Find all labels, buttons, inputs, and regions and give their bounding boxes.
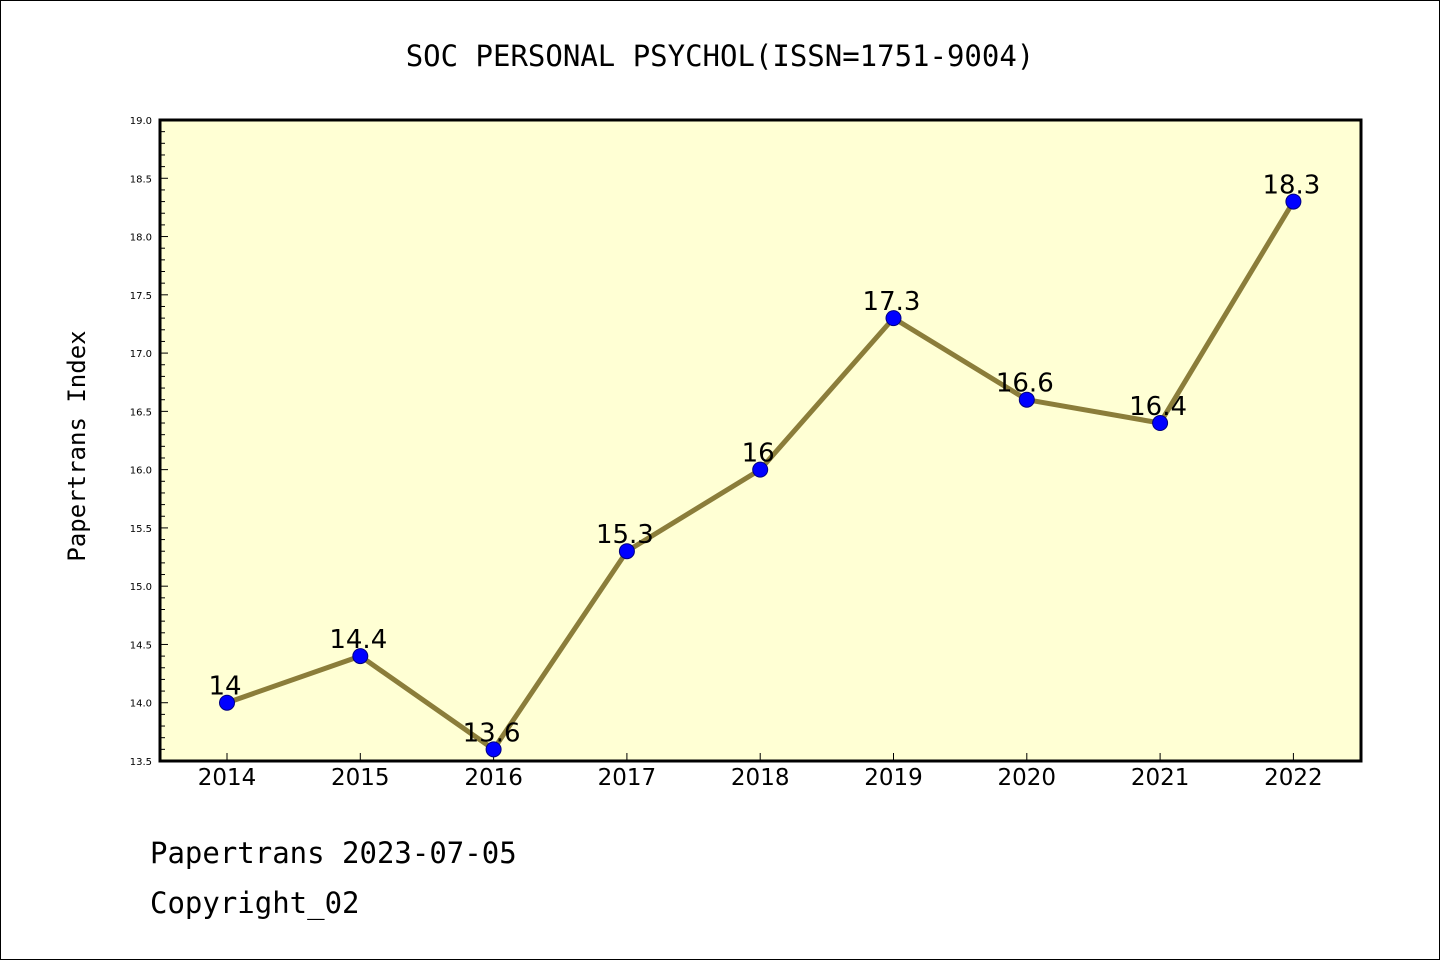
y-tick-label: 15.0 <box>130 582 152 593</box>
data-point <box>352 648 369 665</box>
y-tick-label: 14.0 <box>130 699 152 710</box>
data-point <box>1285 193 1302 210</box>
x-tick-label: 2015 <box>331 765 390 791</box>
data-point <box>1018 391 1035 408</box>
x-tick-label: 2017 <box>598 765 657 791</box>
data-point <box>485 741 502 758</box>
data-point <box>752 461 769 478</box>
y-tick-label: 17.5 <box>130 291 152 302</box>
data-label: 15.3 <box>596 520 654 550</box>
x-tick-label: 2022 <box>1264 765 1323 791</box>
x-tick-label: 2021 <box>1131 765 1190 791</box>
data-label: 17.3 <box>863 287 921 317</box>
y-axis-label: Papertrans Index <box>63 330 91 561</box>
data-point <box>219 694 235 711</box>
x-tick-label: 2020 <box>998 765 1057 791</box>
y-tick-label: 18.0 <box>130 233 152 244</box>
y-tick-label: 19.0 <box>130 116 152 127</box>
data-point <box>1152 415 1169 432</box>
data-label: 16 <box>742 439 775 469</box>
x-tick-label: 2016 <box>464 765 523 791</box>
data-label: 18.3 <box>1262 171 1320 201</box>
y-tick-label: 16.0 <box>130 466 152 477</box>
x-tick-label: 2019 <box>864 765 923 791</box>
y-tick-label: 14.5 <box>130 640 152 651</box>
data-point <box>885 310 902 327</box>
y-axis: 13.5 14.0 14.5 15.0 15.5 16.0 16.5 17.0 17.5 18.0… <box>130 116 168 768</box>
data-point <box>618 543 635 560</box>
series-group: 14 14.4 13.6 15.3 16 17.3 16.6 16.4 18.3 <box>208 171 1320 758</box>
footer-copyright-line: Copyright_02 <box>150 886 360 920</box>
x-axis: 2014 2015 2016 2017 2018 2019 2020 2021 2022 <box>198 753 1323 791</box>
data-label: 14 <box>208 672 241 702</box>
chart-title: SOC PERSONAL PSYCHOL(ISSN=1751-9004) <box>406 39 1035 73</box>
data-label: 16.6 <box>996 369 1054 399</box>
footer-date-line: Papertrans 2023-07-05 <box>150 836 517 870</box>
y-tick-label: 13.5 <box>130 757 152 768</box>
y-tick-label: 16.5 <box>130 407 152 418</box>
x-tick-label: 2014 <box>198 765 257 791</box>
data-label: 14.4 <box>329 625 387 655</box>
y-tick-label: 15.5 <box>130 524 152 535</box>
data-label: 16.4 <box>1129 392 1187 422</box>
data-label: 13.6 <box>463 718 521 748</box>
x-tick-label: 2018 <box>731 765 790 791</box>
y-tick-label: 17.0 <box>130 349 152 360</box>
y-tick-label: 18.5 <box>130 174 152 185</box>
